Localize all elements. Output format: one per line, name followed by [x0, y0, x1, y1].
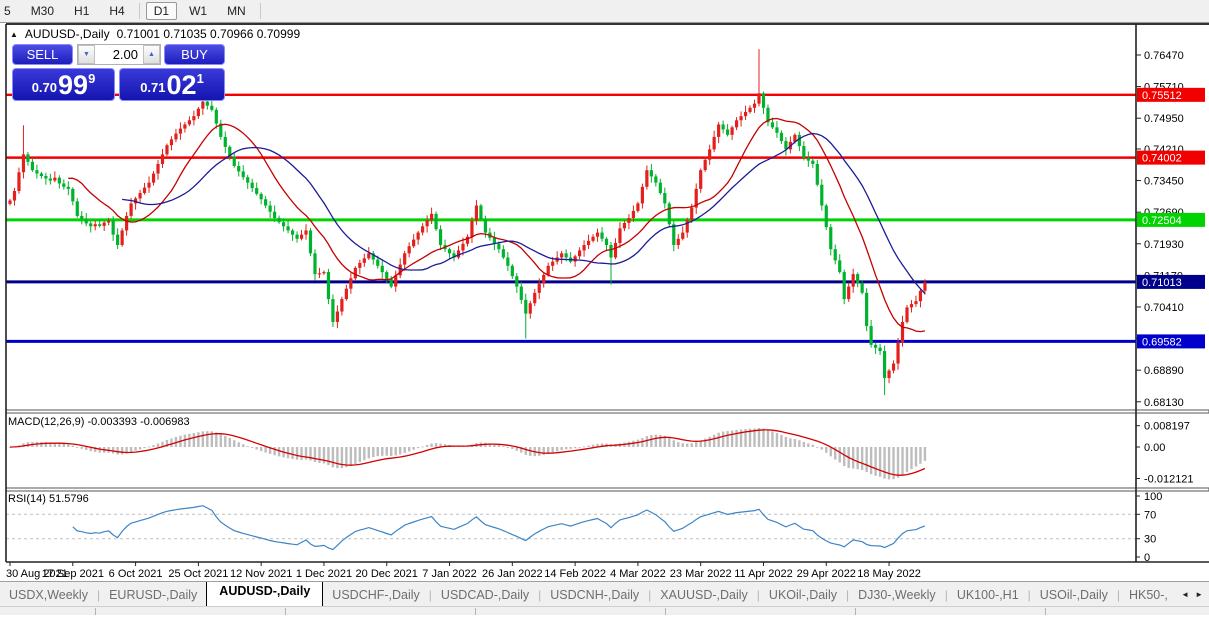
svg-text:70: 70 — [1144, 509, 1156, 521]
svg-text:0.00: 0.00 — [1144, 442, 1165, 454]
volume-increase-icon[interactable]: ▲ — [143, 45, 160, 64]
status-separator — [475, 608, 476, 615]
sell-price-prefix: 0.70 — [31, 80, 58, 95]
svg-text:12 Nov 2021: 12 Nov 2021 — [230, 568, 292, 580]
sell-price-button[interactable]: 0.70 99 9 — [12, 68, 115, 101]
svg-text:14 Feb 2022: 14 Feb 2022 — [544, 568, 606, 580]
buy-price-button[interactable]: 0.71 02 1 — [119, 68, 225, 101]
tab-uk100-h1[interactable]: UK100-,H1 — [956, 587, 1019, 602]
svg-text:30: 30 — [1144, 534, 1156, 546]
macd-indicator-label: MACD(12,26,9) -0.003393 -0.006983 — [8, 416, 190, 428]
rsi-indicator-label: RSI(14) 51.5796 — [8, 493, 89, 505]
tab-ukoil-daily[interactable]: UKOil-,Daily — [768, 587, 837, 602]
svg-text:0.75512: 0.75512 — [1142, 90, 1182, 102]
svg-text:29 Apr 2022: 29 Apr 2022 — [797, 568, 856, 580]
svg-text:0.73450: 0.73450 — [1144, 176, 1184, 188]
svg-text:0: 0 — [1144, 552, 1150, 564]
sell-price-big: 99 — [58, 70, 89, 100]
timeframe-toolbar: 5 M30 H1 H4 D1 W1 MN — [0, 0, 1209, 23]
status-separator — [665, 608, 666, 615]
svg-text:20 Dec 2021: 20 Dec 2021 — [356, 568, 418, 580]
tab-separator: | — [538, 587, 542, 602]
timeframe-m30[interactable]: M30 — [30, 4, 55, 18]
tab-usdx-weekly[interactable]: USDX,Weekly — [9, 587, 88, 602]
svg-text:23 Mar 2022: 23 Mar 2022 — [670, 568, 732, 580]
tab-separator: | — [96, 587, 101, 602]
toolbar-separator — [138, 3, 140, 19]
status-separator — [855, 608, 856, 615]
volume-stepper: ▼ 2.00 ▲ — [77, 44, 161, 65]
chart-header: ▲ AUDUSD-,Daily 0.71001 0.71035 0.70966 … — [10, 27, 300, 41]
sell-button[interactable]: SELL — [12, 44, 73, 65]
status-strip — [0, 606, 1209, 615]
svg-text:6 Oct 2021: 6 Oct 2021 — [109, 568, 163, 580]
timeframe-h4[interactable]: H4 — [109, 4, 125, 18]
tab-separator: | — [756, 587, 760, 602]
one-click-trade-panel: SELL ▼ 2.00 ▲ BUY 0.70 99 9 0.71 02 1 — [12, 44, 225, 101]
tab-separator: | — [648, 587, 652, 602]
symbol-tab-bar: USDX,Weekly | EURUSD-,Daily AUDUSD-,Daily US… — [0, 581, 1209, 607]
collapse-icon[interactable]: ▲ — [10, 29, 18, 39]
toolbar-separator — [259, 3, 261, 19]
svg-text:7 Jan 2022: 7 Jan 2022 — [422, 568, 476, 580]
tab-separator: | — [428, 587, 432, 602]
svg-text:1 Dec 2021: 1 Dec 2021 — [296, 568, 352, 580]
buy-price-sup: 1 — [196, 71, 204, 86]
tab-scroll-left-icon[interactable]: ◄ — [1181, 590, 1190, 599]
tab-separator: | — [845, 587, 850, 602]
svg-text:0.68130: 0.68130 — [1144, 397, 1184, 409]
svg-text:17 Sep 2021: 17 Sep 2021 — [42, 568, 104, 580]
svg-text:18 May 2022: 18 May 2022 — [857, 568, 921, 580]
volume-field[interactable]: 2.00 — [95, 45, 143, 64]
tab-audusd-daily[interactable]: AUDUSD-,Daily — [206, 582, 324, 607]
buy-price-big: 02 — [166, 70, 197, 100]
svg-text:30 Aug 2021: 30 Aug 2021 — [6, 568, 68, 580]
timeframe-d1[interactable]: D1 — [145, 2, 178, 20]
volume-decrease-icon[interactable]: ▼ — [78, 45, 95, 64]
tab-eurusd-daily[interactable]: EURUSD-,Daily — [109, 587, 198, 602]
tab-usdcnh-daily[interactable]: USDCNH-,Daily — [550, 587, 640, 602]
svg-text:0.71930: 0.71930 — [1144, 239, 1184, 251]
timeframe-h1[interactable]: H1 — [74, 4, 90, 18]
svg-text:11 Apr 2022: 11 Apr 2022 — [734, 568, 793, 580]
timeframe-5[interactable]: 5 — [4, 4, 11, 18]
tab-usdchf-daily[interactable]: USDCHF-,Daily — [332, 587, 420, 602]
tab-separator: | — [1116, 587, 1120, 602]
svg-text:0.70410: 0.70410 — [1144, 302, 1184, 314]
svg-text:0.008197: 0.008197 — [1144, 421, 1190, 433]
status-separator — [285, 608, 286, 615]
tab-separator: | — [944, 587, 948, 602]
tab-usoil-daily[interactable]: USOil-,Daily — [1039, 587, 1108, 602]
tab-separator: | — [1027, 587, 1031, 602]
timeframe-mn[interactable]: MN — [227, 4, 246, 18]
tab-dj30-weekly[interactable]: DJ30-,Weekly — [858, 587, 936, 602]
status-separator — [95, 608, 96, 615]
svg-text:0.69582: 0.69582 — [1142, 336, 1182, 348]
tab-usdcad-daily[interactable]: USDCAD-,Daily — [440, 587, 530, 602]
sell-price-sup: 9 — [88, 71, 96, 86]
svg-text:0.71013: 0.71013 — [1142, 277, 1182, 289]
svg-text:26 Jan 2022: 26 Jan 2022 — [482, 568, 543, 580]
svg-text:25 Oct 2021: 25 Oct 2021 — [168, 568, 228, 580]
tab-scroll-right-icon[interactable]: ► — [1195, 590, 1203, 599]
svg-text:0.72504: 0.72504 — [1142, 215, 1182, 227]
svg-text:100: 100 — [1144, 491, 1162, 503]
svg-text:-0.012121: -0.012121 — [1144, 474, 1194, 486]
timeframe-w1[interactable]: W1 — [189, 4, 208, 18]
svg-text:0.74950: 0.74950 — [1144, 113, 1184, 125]
chart-title: AUDUSD-,Daily — [24, 27, 110, 41]
tab-xauusd-daily[interactable]: XAUUSD-,Daily — [660, 587, 748, 602]
status-separator — [1045, 608, 1046, 615]
chart-ohlc-values: 0.71001 0.71035 0.70966 0.70999 — [116, 27, 301, 41]
tab-hk50-[interactable]: HK50-, — [1128, 587, 1168, 602]
svg-text:0.74002: 0.74002 — [1142, 153, 1182, 165]
svg-text:4 Mar 2022: 4 Mar 2022 — [610, 568, 666, 580]
buy-button[interactable]: BUY — [164, 44, 225, 65]
svg-text:0.76470: 0.76470 — [1144, 50, 1184, 62]
buy-price-prefix: 0.71 — [140, 80, 166, 95]
svg-text:0.68890: 0.68890 — [1144, 365, 1184, 377]
